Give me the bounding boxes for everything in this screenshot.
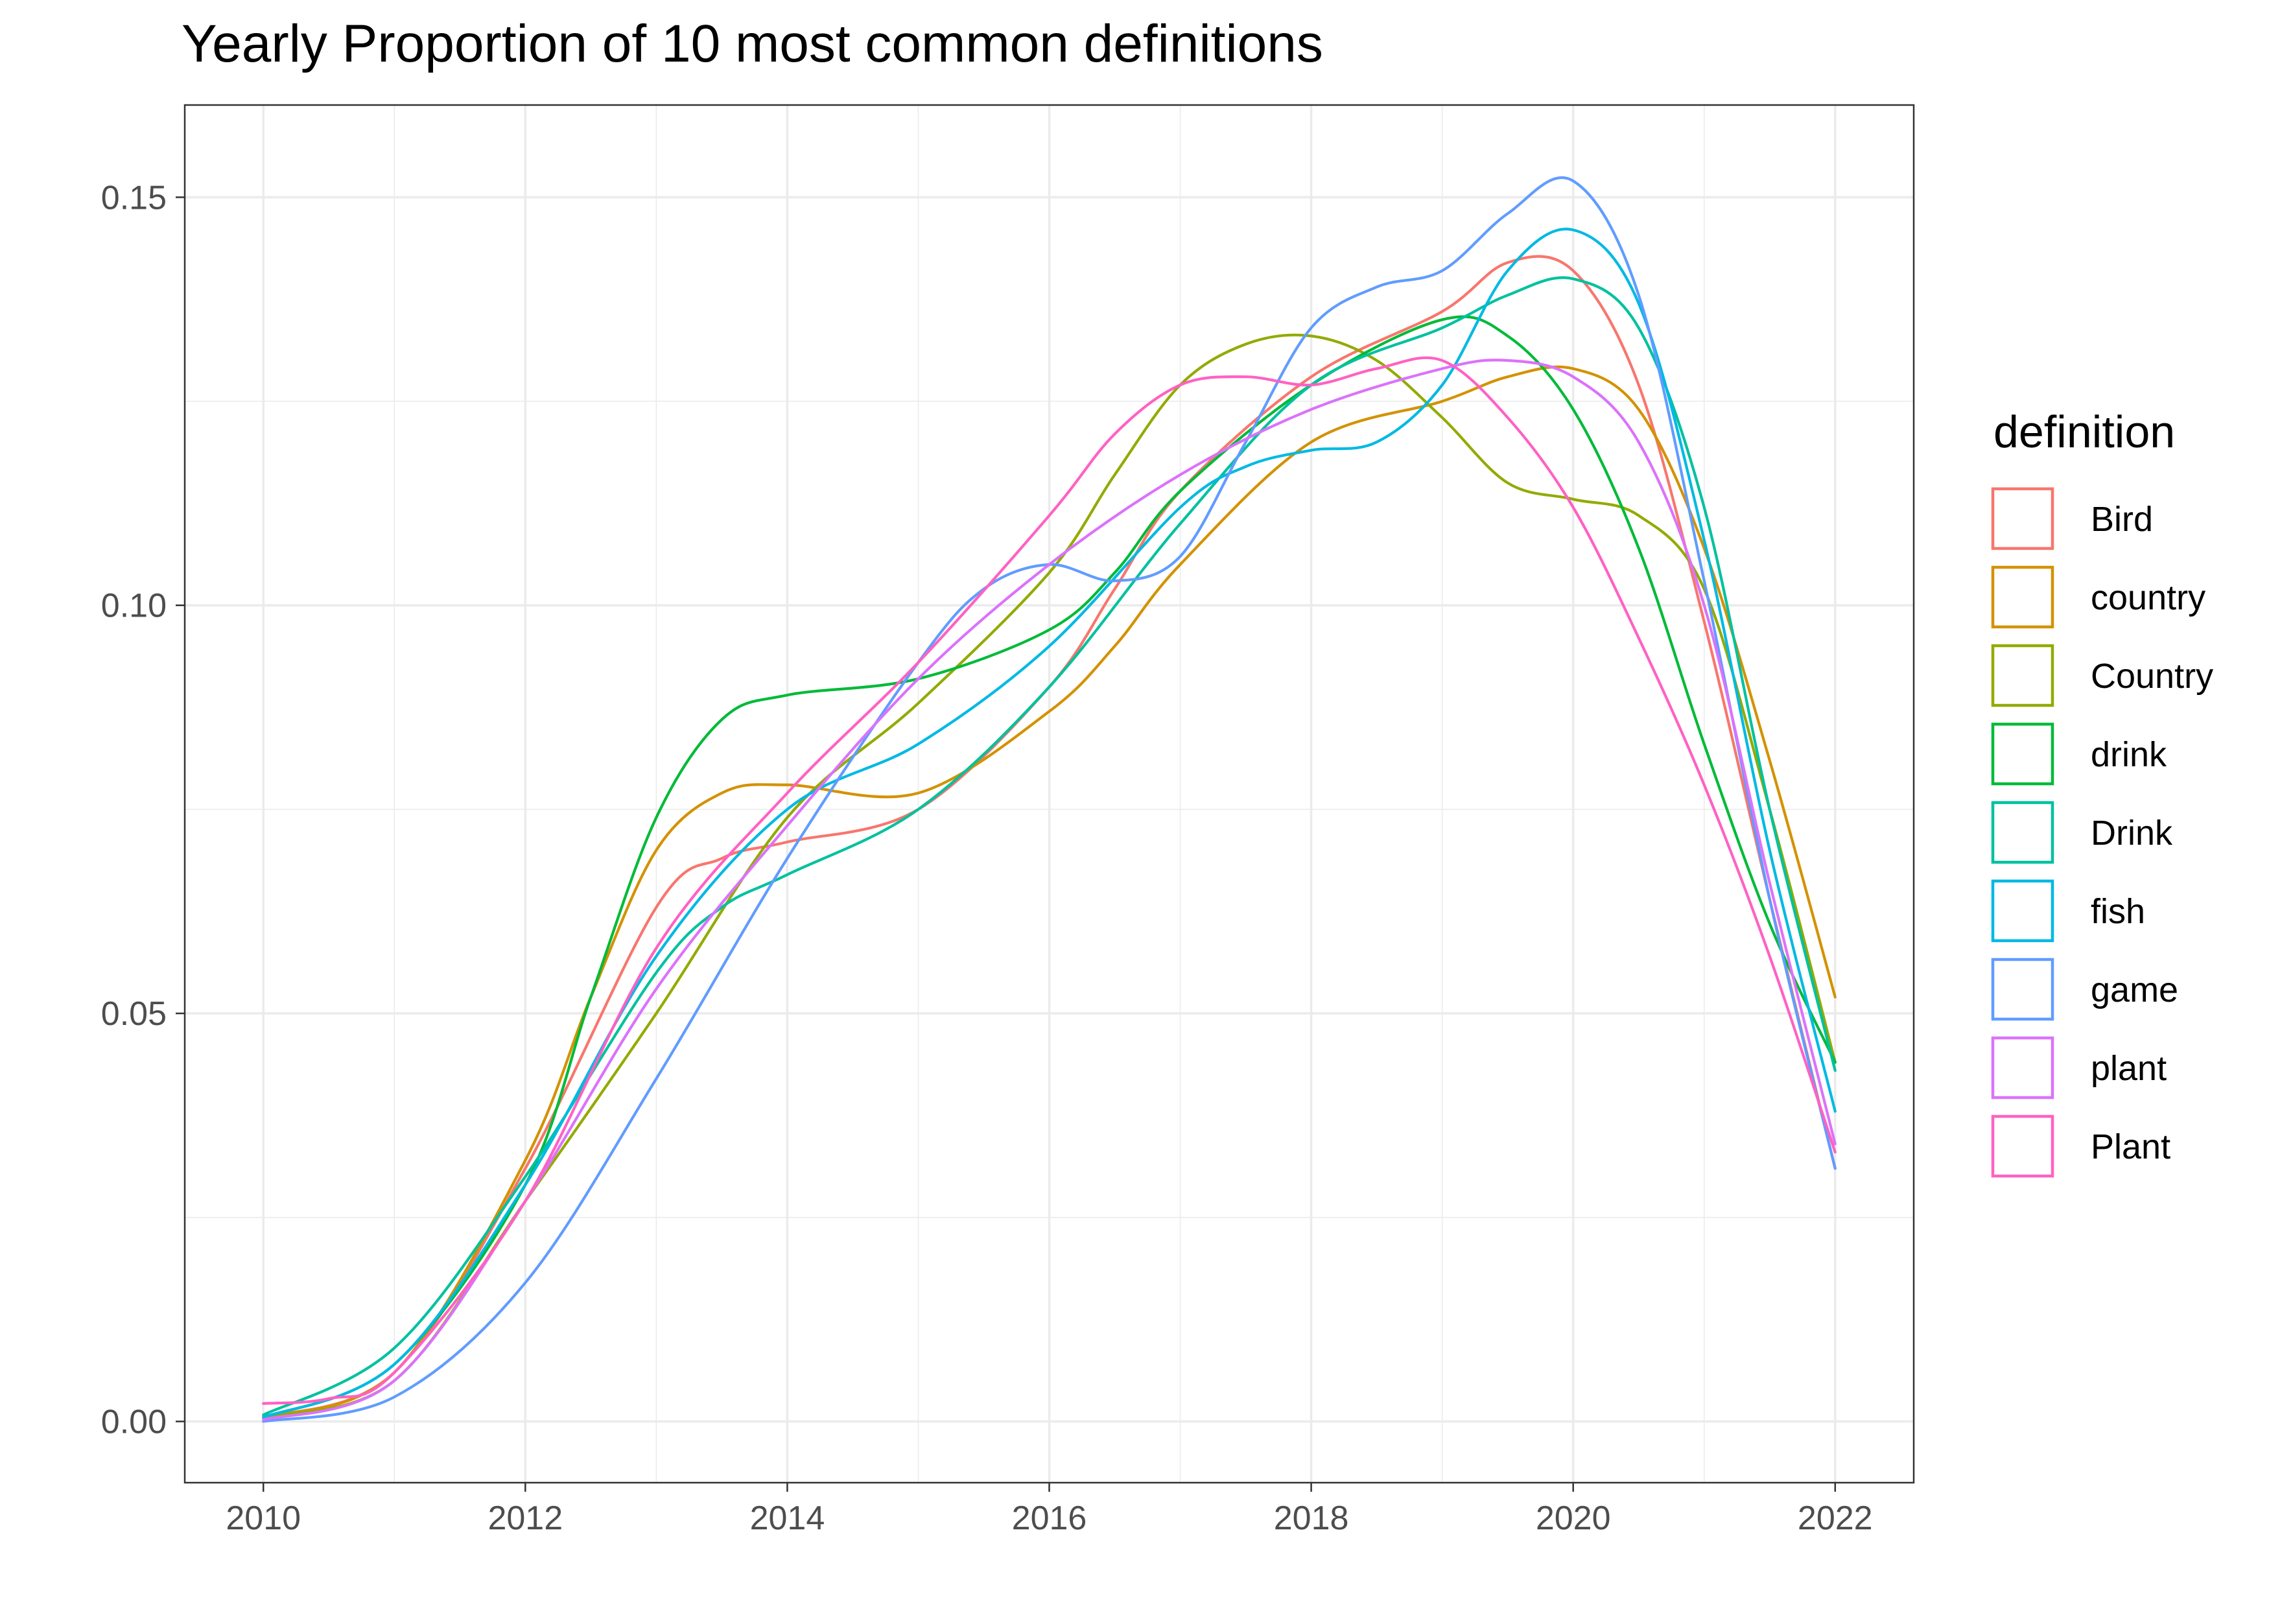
- y-tick-label: 0.05: [101, 995, 167, 1033]
- legend-key-drink: [1991, 722, 2054, 786]
- legend-label: Country: [2091, 657, 2213, 696]
- legend-key-plant: [1991, 1036, 2054, 1100]
- major-gridlines: [185, 105, 1914, 1483]
- legend-label: Plant: [2091, 1127, 2170, 1166]
- series-line-drink: [262, 315, 1837, 1419]
- legend-key-country: [1991, 565, 2054, 629]
- legend-key-drink: [1991, 801, 2054, 864]
- y-axis: 0.00 0.05 0.10 0.15: [101, 179, 185, 1441]
- legend-label: game: [2091, 971, 2178, 1009]
- y-tick-label: 0.00: [101, 1404, 167, 1441]
- chart-title: Yearly Proportion of 10 most common defi…: [182, 14, 1323, 73]
- legend-label: fish: [2091, 892, 2145, 931]
- series-line-plant: [262, 356, 1837, 1405]
- series-line-country: [262, 333, 1837, 1419]
- legend-key-bird: [1991, 487, 2054, 550]
- x-tick-label: 2022: [1798, 1500, 1873, 1537]
- x-tick-label: 2014: [750, 1500, 825, 1537]
- y-tick-label: 0.10: [101, 587, 167, 625]
- legend: definition Bird country Country drink Drink f…: [1991, 406, 2213, 1178]
- legend-label: country: [2091, 578, 2205, 617]
- legend-label: plant: [2091, 1049, 2167, 1088]
- series-line-game: [262, 176, 1837, 1423]
- y-tick-label: 0.15: [101, 179, 167, 217]
- legend-key-fish: [1991, 879, 2054, 943]
- x-tick-label: 2016: [1012, 1500, 1087, 1537]
- x-axis: 2010 2012 2014 2016 2018 2020 2022: [226, 1483, 1873, 1537]
- legend-label: Bird: [2091, 500, 2153, 539]
- series-line-country: [262, 365, 1837, 1419]
- legend-title: definition: [1993, 406, 2175, 457]
- legend-key-country: [1991, 644, 2054, 707]
- series-line-fish: [262, 228, 1837, 1419]
- legend-label: Drink: [2091, 814, 2173, 853]
- x-tick-label: 2012: [488, 1500, 563, 1537]
- legend-label: drink: [2091, 735, 2167, 774]
- series-lines: [262, 176, 1837, 1423]
- legend-key-plant: [1991, 1114, 2054, 1178]
- x-tick-label: 2020: [1536, 1500, 1611, 1537]
- x-tick-label: 2010: [226, 1500, 301, 1537]
- series-line-plant: [262, 359, 1837, 1422]
- x-tick-label: 2018: [1274, 1500, 1349, 1537]
- legend-key-game: [1991, 958, 2054, 1021]
